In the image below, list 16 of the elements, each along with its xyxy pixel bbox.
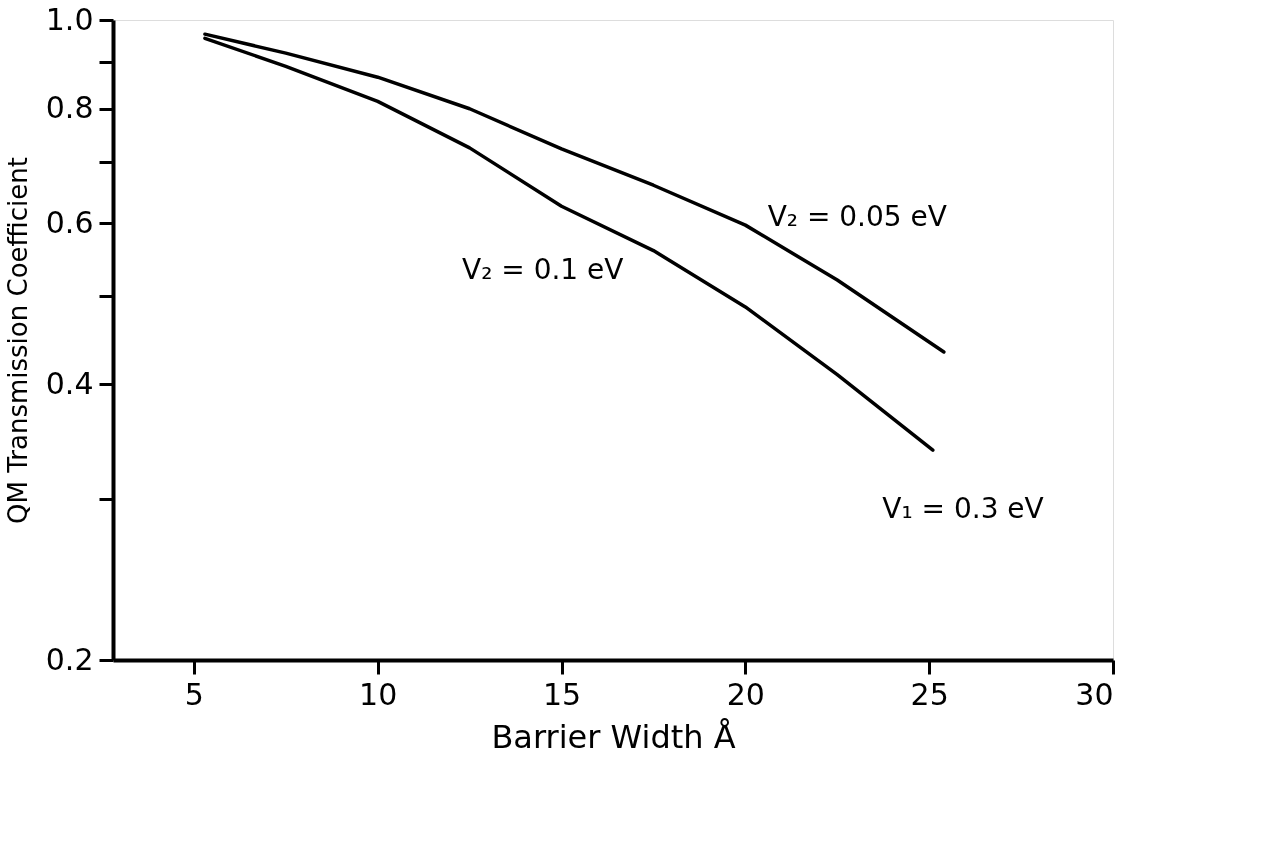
y-tick-label: 0.2 — [45, 641, 94, 677]
x-tick-label: 20 — [726, 676, 765, 712]
x-tick-label: 30 — [1075, 676, 1114, 712]
x-tick-label: 15 — [542, 676, 582, 712]
y-tick-label: 1.0 — [45, 1, 94, 37]
x-tick-label: 5 — [184, 676, 204, 712]
annotation: V₁ = 0.3 eV — [882, 492, 1044, 525]
x-tick-label: 25 — [910, 676, 949, 712]
series-label: V₂ = 0.05 eV — [767, 200, 947, 234]
series-label: V₂ = 0.1 eV — [461, 252, 624, 286]
y-tick-label: 0.8 — [45, 90, 94, 126]
x-axis-title: Barrier Width Å — [491, 717, 736, 756]
y-tick-label: 0.6 — [45, 204, 94, 240]
x-tick-label: 10 — [359, 676, 398, 712]
y-axis-title: QM Transmission Coefficient — [2, 157, 33, 524]
y-tick-label: 0.4 — [45, 365, 94, 401]
